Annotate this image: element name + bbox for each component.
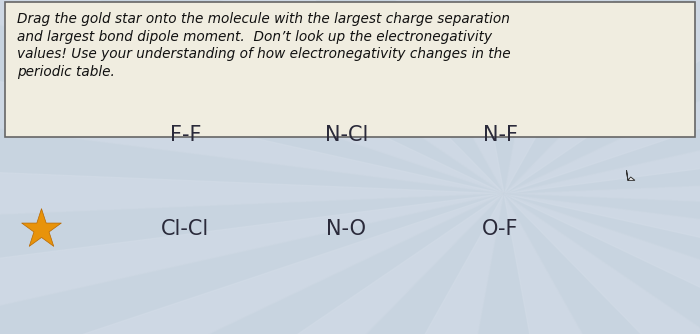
Polygon shape: [504, 0, 700, 194]
Polygon shape: [504, 194, 700, 334]
Polygon shape: [504, 0, 700, 194]
Polygon shape: [504, 0, 700, 194]
Polygon shape: [504, 194, 700, 334]
Polygon shape: [504, 194, 700, 334]
Polygon shape: [0, 194, 504, 334]
Polygon shape: [504, 0, 700, 194]
Text: N-O: N-O: [326, 219, 367, 239]
Polygon shape: [0, 21, 504, 194]
Polygon shape: [0, 194, 504, 334]
Text: N-Cl: N-Cl: [325, 125, 368, 145]
Text: F-F: F-F: [169, 125, 202, 145]
Polygon shape: [504, 194, 700, 334]
Polygon shape: [0, 194, 504, 334]
Polygon shape: [504, 194, 700, 334]
Polygon shape: [504, 194, 700, 334]
Polygon shape: [141, 194, 504, 334]
Text: N-F: N-F: [483, 125, 518, 145]
Polygon shape: [0, 0, 504, 194]
Polygon shape: [382, 194, 626, 334]
Polygon shape: [0, 0, 504, 194]
Polygon shape: [0, 0, 504, 194]
Text: Cl-Cl: Cl-Cl: [162, 219, 209, 239]
Polygon shape: [504, 21, 700, 194]
Polygon shape: [0, 0, 504, 194]
Polygon shape: [0, 0, 504, 194]
Polygon shape: [0, 194, 504, 334]
Polygon shape: [0, 194, 504, 334]
Polygon shape: [504, 194, 700, 334]
Point: [35, 226, 46, 231]
Polygon shape: [0, 194, 504, 334]
Polygon shape: [0, 194, 504, 334]
Polygon shape: [0, 0, 504, 194]
Polygon shape: [382, 0, 626, 194]
Text: O-F: O-F: [482, 219, 519, 239]
Polygon shape: [141, 0, 504, 194]
Polygon shape: [626, 170, 635, 180]
Polygon shape: [504, 136, 700, 252]
Polygon shape: [504, 0, 700, 194]
Polygon shape: [504, 194, 700, 334]
FancyBboxPatch shape: [5, 2, 695, 137]
Polygon shape: [0, 136, 504, 252]
Text: Drag the gold star onto the molecule with the largest charge separation
and larg: Drag the gold star onto the molecule wit…: [17, 12, 510, 79]
Polygon shape: [504, 0, 700, 194]
Polygon shape: [504, 0, 700, 194]
